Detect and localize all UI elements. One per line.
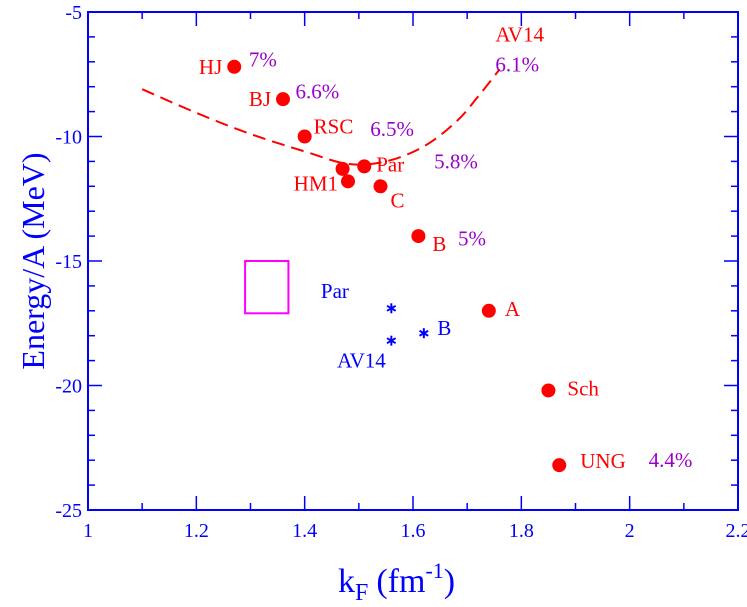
x-axis-title-main: k xyxy=(338,563,355,600)
curve-label: AV14 xyxy=(495,22,544,46)
percent-label: 6.6% xyxy=(295,80,339,104)
red-point-label: UNG xyxy=(580,449,626,473)
x-tick-label: 2.2 xyxy=(726,520,747,542)
y-tick-label: -25 xyxy=(55,500,82,522)
blue-point-label: AV14 xyxy=(337,349,386,373)
blue-asterisk-point xyxy=(386,335,397,346)
red-point-label: HM1 xyxy=(294,171,338,195)
red-point-label: RSC xyxy=(314,115,354,139)
blue-point-label: B xyxy=(437,316,451,340)
red-point-label: C xyxy=(391,188,405,212)
red-point-label: HJ xyxy=(199,55,222,79)
magenta-box xyxy=(244,260,290,315)
red-data-point xyxy=(411,229,426,244)
red-point-labels: HJ BJ RSC Par HM1 C B A Sch UNG xyxy=(199,55,626,473)
y-tick-label: -20 xyxy=(55,376,82,398)
blue-points xyxy=(386,303,429,346)
percent-label: 4.4% xyxy=(649,448,693,472)
red-data-point xyxy=(373,179,388,194)
red-data-point xyxy=(541,383,556,398)
blue-asterisk-point xyxy=(386,303,397,314)
blue-point-label: Par xyxy=(321,279,349,303)
percent-label: 5.8% xyxy=(434,149,478,173)
blue-asterisk-point xyxy=(419,328,429,339)
blue-point-labels: Par B AV14 xyxy=(321,279,451,373)
x-axis-title-unit: (fm xyxy=(376,563,425,600)
x-tick-labels: 1 1.2 1.4 1.6 1.8 2 2.2 xyxy=(83,520,747,542)
percent-label: 6.1% xyxy=(495,52,539,76)
x-axis-title: kF (fm-1) xyxy=(338,558,455,606)
percent-label: 5% xyxy=(458,227,486,251)
red-data-point xyxy=(357,159,372,174)
y-axis-title: Energy/A (MeV) xyxy=(15,152,51,369)
red-points xyxy=(227,59,567,473)
asterisk-stroke xyxy=(419,329,429,337)
x-axis-title-close: ) xyxy=(444,563,455,600)
x-tick-label: 2 xyxy=(625,520,635,542)
plot-frame xyxy=(87,11,739,511)
percent-label: 7% xyxy=(249,47,277,71)
y-tick-labels: -5 -10 -15 -20 -25 xyxy=(55,2,82,522)
y-tick-label: -5 xyxy=(65,2,82,24)
asterisk-stroke xyxy=(386,337,397,345)
x-tick-label: 1.4 xyxy=(292,520,317,542)
x-axis-title-sub: F xyxy=(355,580,368,606)
av14-dashed-curve xyxy=(141,68,501,166)
x-tick-label: 1.8 xyxy=(509,520,534,542)
percent-labels: 7% 6.6% 6.5% 5.8% 5% 6.1% 4.4% xyxy=(249,47,693,472)
x-tick-label: 1.2 xyxy=(184,520,209,542)
red-point-label: B xyxy=(432,232,446,256)
red-point-label: A xyxy=(505,297,521,321)
y-tick-label: -15 xyxy=(55,251,82,273)
axis-ticks xyxy=(87,11,739,511)
red-data-point xyxy=(297,129,312,144)
red-data-point xyxy=(481,303,496,318)
x-tick-label: 1.6 xyxy=(401,520,426,542)
red-point-label: Sch xyxy=(567,376,599,400)
red-data-point xyxy=(552,458,567,473)
red-data-point xyxy=(335,161,350,176)
x-axis-title-sup: -1 xyxy=(425,558,443,583)
red-data-point xyxy=(341,174,355,189)
y-tick-label: -10 xyxy=(55,127,82,149)
red-data-point xyxy=(227,59,242,74)
red-point-label: Par xyxy=(376,152,404,176)
red-point-label: BJ xyxy=(249,87,271,111)
x-tick-label: 1 xyxy=(83,520,93,542)
percent-label: 6.5% xyxy=(370,117,414,141)
red-data-point xyxy=(276,92,290,107)
asterisk-stroke xyxy=(386,304,397,312)
